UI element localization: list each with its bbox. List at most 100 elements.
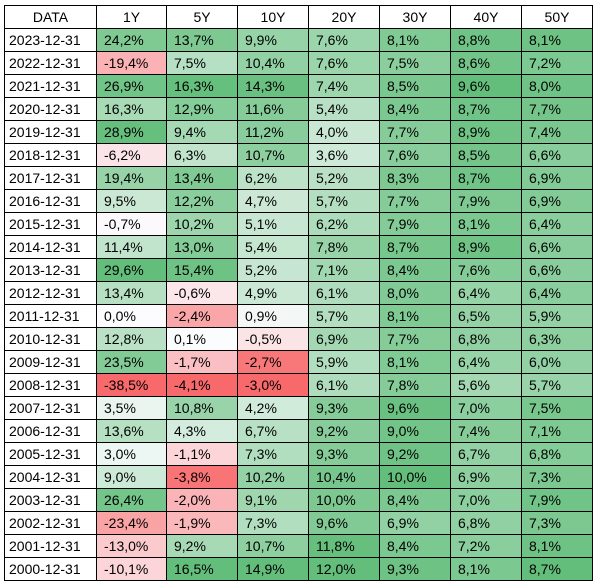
table-row: 2021-12-31 26,9% 16,3% 14,3% 7,4% 8,5% 9,6% 8,0… — [4, 74, 593, 98]
value-cell: 6,6% — [521, 143, 593, 167]
value-cell: 6,4% — [450, 281, 522, 305]
value-cell: 6,3% — [521, 327, 593, 351]
date-cell: 2011-12-31 — [4, 304, 97, 328]
value-cell: 13,0% — [166, 235, 238, 259]
value-cell: 6,9% — [521, 166, 593, 190]
table-row: 2003-12-31 26,4% -2,0% 9,1% 10,0% 8,4% 7,0% 7,9… — [4, 488, 593, 512]
value-cell: 16,3% — [166, 74, 238, 98]
value-cell: 9,4% — [166, 120, 238, 144]
date-cell: 2013-12-31 — [4, 258, 97, 282]
value-cell: 7,9% — [521, 488, 593, 512]
date-cell: 2012-12-31 — [4, 281, 97, 305]
value-cell: 9,3% — [379, 557, 451, 581]
value-cell: 10,4% — [237, 51, 309, 75]
value-cell: 7,3% — [237, 442, 309, 466]
value-cell: 9,0% — [379, 419, 451, 443]
date-cell: 2000-12-31 — [4, 557, 97, 581]
value-cell: 0,9% — [237, 304, 309, 328]
value-cell: 8,9% — [450, 235, 522, 259]
value-cell: 7,7% — [379, 189, 451, 213]
value-cell: 14,9% — [237, 557, 309, 581]
value-cell: 6,4% — [450, 350, 522, 374]
value-cell: 24,2% — [96, 28, 167, 52]
value-cell: 6,6% — [521, 235, 593, 259]
value-cell: 9,0% — [96, 465, 167, 489]
table-row: 2014-12-31 11,4% 13,0% 5,4% 7,8% 8,7% 8,9% 6,6% — [4, 235, 593, 259]
value-cell: 9,2% — [379, 442, 451, 466]
table-row: 2005-12-31 3,0% -1,1% 7,3% 9,3% 9,2% 6,7% 6,8% — [4, 442, 593, 466]
header-40y: 40Y — [450, 5, 522, 29]
table-row: 2008-12-31 -38,5% -4,1% -3,0% 6,1% 7,8% 5,6% 5,… — [4, 373, 593, 397]
value-cell: 10,7% — [237, 534, 309, 558]
table-row: 2013-12-31 29,6% 15,4% 5,2% 7,1% 8,4% 7,6% 6,6% — [4, 258, 593, 282]
value-cell: 8,4% — [379, 488, 451, 512]
value-cell: 6,9% — [308, 327, 380, 351]
value-cell: 26,9% — [96, 74, 167, 98]
value-cell: 4,3% — [166, 419, 238, 443]
value-cell: 3,6% — [308, 143, 380, 167]
value-cell: 10,2% — [237, 465, 309, 489]
value-cell: 16,5% — [166, 557, 238, 581]
value-cell: 7,4% — [450, 419, 522, 443]
value-cell: 8,1% — [450, 212, 522, 236]
value-cell: -1,7% — [166, 350, 238, 374]
date-cell: 2018-12-31 — [4, 143, 97, 167]
value-cell: 6,6% — [521, 258, 593, 282]
value-cell: 5,1% — [237, 212, 309, 236]
value-cell: 0,1% — [166, 327, 238, 351]
date-cell: 2023-12-31 — [4, 28, 97, 52]
value-cell: 10,2% — [166, 212, 238, 236]
value-cell: 6,1% — [308, 281, 380, 305]
value-cell: 13,6% — [96, 419, 167, 443]
value-cell: -1,1% — [166, 442, 238, 466]
value-cell: 16,3% — [96, 97, 167, 121]
date-cell: 2016-12-31 — [4, 189, 97, 213]
value-cell: 5,7% — [521, 373, 593, 397]
value-cell: 8,5% — [379, 74, 451, 98]
table-row: 2001-12-31 -13,0% 9,2% 10,7% 11,8% 8,4% 7,2% 8,… — [4, 534, 593, 558]
value-cell: -1,9% — [166, 511, 238, 535]
value-cell: 29,6% — [96, 258, 167, 282]
value-cell: 7,0% — [450, 488, 522, 512]
value-cell: 8,0% — [521, 74, 593, 98]
date-cell: 2003-12-31 — [4, 488, 97, 512]
value-cell: 6,4% — [521, 212, 593, 236]
date-cell: 2004-12-31 — [4, 465, 97, 489]
value-cell: 23,5% — [96, 350, 167, 374]
value-cell: 26,4% — [96, 488, 167, 512]
value-cell: 6,0% — [521, 350, 593, 374]
value-cell: 9,1% — [237, 488, 309, 512]
value-cell: 8,0% — [379, 281, 451, 305]
value-cell: 7,2% — [521, 51, 593, 75]
value-cell: 11,6% — [237, 97, 309, 121]
date-cell: 2001-12-31 — [4, 534, 97, 558]
value-cell: -23,4% — [96, 511, 167, 535]
table-row: 2015-12-31 -0,7% 10,2% 5,1% 6,2% 7,9% 8,1% 6,4% — [4, 212, 593, 236]
value-cell: 13,7% — [166, 28, 238, 52]
value-cell: 5,7% — [308, 304, 380, 328]
table-row: 2009-12-31 23,5% -1,7% -2,7% 5,9% 8,1% 6,4% 6,0… — [4, 350, 593, 374]
table-row: 2006-12-31 13,6% 4,3% 6,7% 9,2% 9,0% 7,4% 7,1% — [4, 419, 593, 443]
value-cell: -4,1% — [166, 373, 238, 397]
value-cell: 9,3% — [308, 396, 380, 420]
value-cell: 6,9% — [379, 511, 451, 535]
value-cell: -0,7% — [96, 212, 167, 236]
value-cell: -19,4% — [96, 51, 167, 75]
value-cell: 9,6% — [308, 511, 380, 535]
header-20y: 20Y — [308, 5, 380, 29]
date-cell: 2021-12-31 — [4, 74, 97, 98]
value-cell: 7,2% — [450, 534, 522, 558]
date-cell: 2019-12-31 — [4, 120, 97, 144]
value-cell: 9,3% — [308, 442, 380, 466]
value-cell: 12,9% — [166, 97, 238, 121]
value-cell: 8,8% — [450, 28, 522, 52]
value-cell: 14,3% — [237, 74, 309, 98]
value-cell: 6,4% — [521, 281, 593, 305]
value-cell: 6,1% — [308, 373, 380, 397]
table-row: 2017-12-31 19,4% 13,4% 6,2% 5,2% 8,3% 8,7% 6,9% — [4, 166, 593, 190]
table-row: 2004-12-31 9,0% -3,8% 10,2% 10,4% 10,0% 6,9% 7,… — [4, 465, 593, 489]
value-cell: 10,7% — [237, 143, 309, 167]
value-cell: 6,5% — [450, 304, 522, 328]
value-cell: 8,4% — [379, 97, 451, 121]
value-cell: 7,6% — [308, 51, 380, 75]
